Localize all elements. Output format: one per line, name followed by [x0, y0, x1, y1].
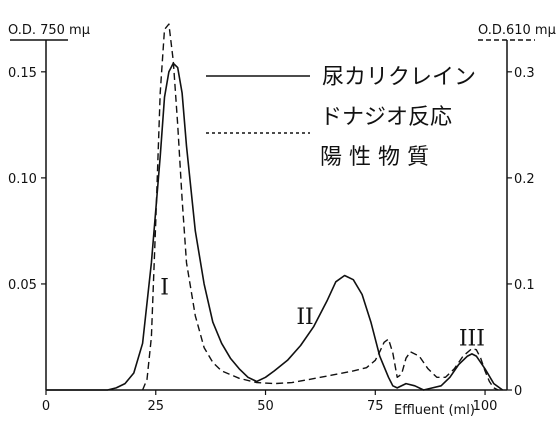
y-right-tick-label: 0 — [514, 384, 522, 399]
y-left-tick-label: 0.10 — [8, 172, 37, 187]
y-right-tick-label: 0.1 — [514, 278, 535, 293]
series-donaggio-line — [141, 23, 499, 391]
y-right-tick-label: 0.3 — [514, 66, 535, 81]
right-axis-label: O.D.610 mμ — [478, 23, 556, 38]
x-tick-label: 0 — [42, 399, 50, 414]
y-right-tick-label: 0.2 — [514, 172, 535, 187]
left-axis-label: O.D. 750 mμ — [8, 23, 90, 38]
legend-dashed-label-line1: ドナジオ反応 — [320, 105, 452, 130]
legend-solid-label: 尿カリクレイン — [322, 65, 476, 90]
peak-label: II — [296, 305, 313, 330]
series-kallikrein-line — [46, 62, 504, 391]
peak-label: I — [160, 276, 169, 301]
x-tick-label: 50 — [257, 399, 274, 414]
x-tick-label: 25 — [147, 399, 164, 414]
peak-label: III — [459, 326, 485, 351]
y-left-tick-label: 0.15 — [8, 66, 37, 81]
x-tick-label: 75 — [367, 399, 384, 414]
x-tick-label: 100 — [473, 399, 498, 414]
x-axis-label: Effluent (ml) — [394, 403, 475, 418]
legend-dashed-label-line2: 陽 性 物 質 — [320, 145, 429, 170]
y-left-tick-label: 0.05 — [8, 278, 37, 293]
